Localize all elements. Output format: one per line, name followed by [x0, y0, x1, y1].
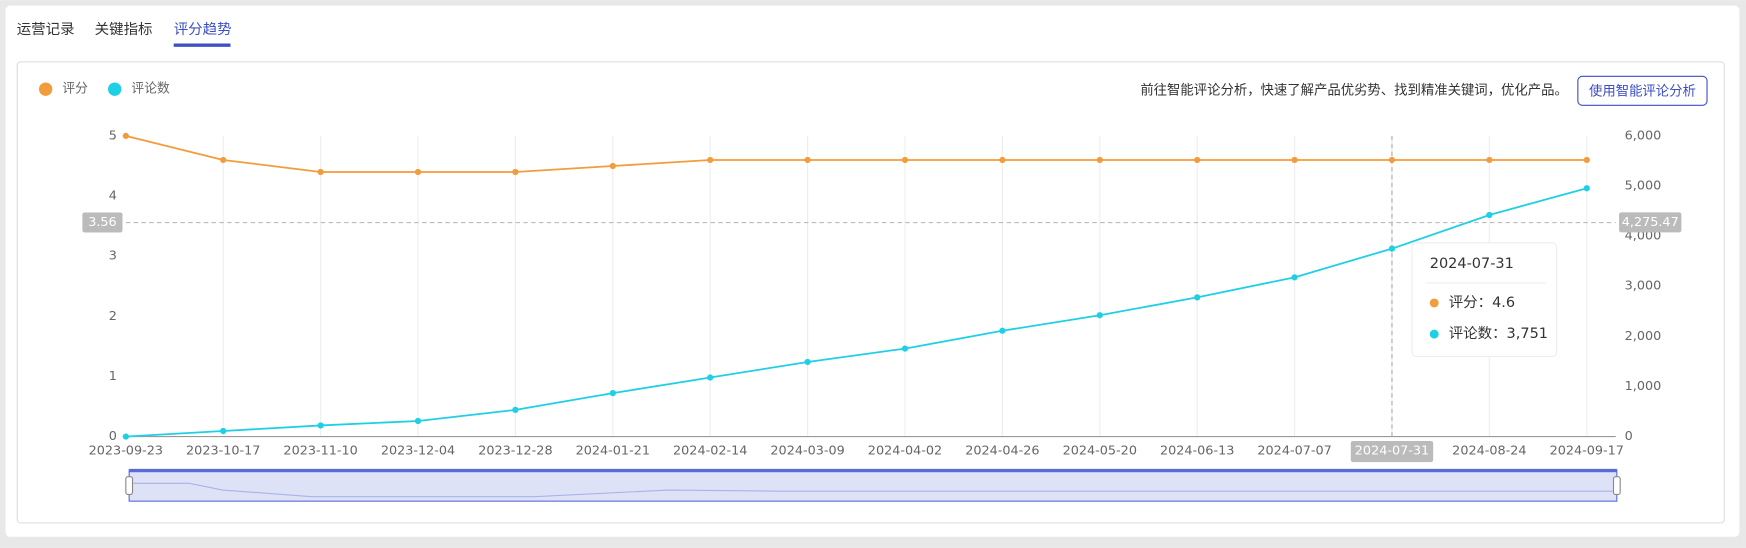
- panel: [5, 5, 1740, 537]
- zoom-handle[interactable]: [125, 476, 134, 496]
- point: [512, 406, 519, 413]
- point: [317, 168, 324, 176]
- x-tick-label: 2024-08-24: [1452, 444, 1526, 459]
- y-tick-label: 3: [109, 249, 117, 264]
- point: [707, 156, 714, 164]
- point: [1096, 156, 1103, 164]
- y2-tick-label: 3,000: [1625, 279, 1662, 294]
- point: [220, 156, 227, 164]
- tooltip-line: 评论数：3,751: [1449, 325, 1548, 342]
- point: [609, 162, 616, 170]
- point: [901, 156, 909, 164]
- pointer-y-label: 3.56: [88, 215, 117, 230]
- x-tick-label: 2024-09-17: [1550, 444, 1624, 459]
- card: [16, 61, 1725, 524]
- point: [1194, 294, 1201, 301]
- point: [1388, 156, 1396, 164]
- tooltip-swatch: [1429, 298, 1439, 308]
- zoom-bar: [129, 468, 1617, 473]
- legend-swatch: [108, 82, 122, 96]
- x-tick-label: 2023-09-23: [89, 444, 163, 459]
- pointer-y-label-bg: [82, 212, 123, 233]
- x-tick-label: 2023-12-28: [478, 444, 552, 459]
- tooltip-box: [1411, 242, 1558, 357]
- y-tick-label: 0: [109, 429, 117, 444]
- point: [1291, 156, 1298, 164]
- point: [999, 327, 1006, 334]
- y-tick-label: 2: [109, 309, 117, 324]
- analysis-button-label[interactable]: 使用智能评论分析: [1589, 82, 1696, 99]
- point: [220, 427, 227, 435]
- tooltip: 2024-07-31 评分：4.6 评论数：3,751: [1411, 242, 1558, 357]
- y2-tick-label: 4,000: [1625, 229, 1662, 244]
- point: [1096, 312, 1103, 319]
- x-tick-label: 2024-06-13: [1160, 444, 1234, 459]
- x-tick-label: 2024-04-02: [868, 444, 942, 459]
- x-tick-label: 2024-05-20: [1063, 444, 1137, 459]
- x-tick-label: 2024-07-31: [1355, 444, 1429, 459]
- y2-tick-label: 1,000: [1625, 379, 1662, 394]
- pointer-x-label-bg: [1350, 441, 1434, 463]
- x-tick-label: 2024-01-21: [576, 444, 650, 459]
- point: [1486, 211, 1493, 219]
- legend-label: 评论数: [131, 82, 170, 97]
- y-tick-label: 5: [109, 128, 117, 143]
- point: [999, 156, 1006, 164]
- point: [804, 358, 811, 366]
- legend-swatch: [38, 82, 53, 96]
- y2-tick-label: 0: [1625, 429, 1633, 444]
- y2-tick-label: 2,000: [1625, 329, 1662, 344]
- x-tick-label: 2023-10-17: [186, 444, 260, 459]
- x-tick-label: 2023-12-04: [381, 444, 455, 459]
- x-tick-label: 2024-02-14: [673, 444, 747, 459]
- series-line: [125, 187, 1588, 438]
- x-tick-label: 2024-04-26: [965, 444, 1039, 459]
- x-tick-label: 2024-07-07: [1257, 444, 1331, 459]
- tooltip-title: 2024-07-31: [1430, 256, 1514, 272]
- y-tick-label: 4: [109, 189, 117, 204]
- x-tick-label: 2023-11-10: [283, 444, 357, 459]
- x-tick-label: 2024-03-09: [770, 444, 844, 459]
- tooltip-swatch: [1429, 329, 1439, 339]
- series-line: [125, 135, 1587, 173]
- legend-label: 评分: [62, 82, 88, 97]
- point: [707, 374, 714, 381]
- point: [1583, 185, 1590, 192]
- notice: 前往智能评论分析，快速了解产品优劣势、找到精准关键词，优化产品。: [1140, 81, 1567, 98]
- point: [414, 168, 422, 176]
- tab[interactable]: 关键指标: [95, 21, 153, 38]
- tab-active[interactable]: 评分趋势: [174, 21, 232, 38]
- point: [512, 168, 519, 176]
- pointer-y2-label-bg: [1619, 212, 1682, 233]
- analysis-button[interactable]: [1577, 75, 1708, 106]
- point: [901, 345, 909, 352]
- y2-tick-label: 6,000: [1625, 128, 1662, 143]
- y-tick-label: 1: [109, 369, 117, 384]
- point: [1583, 156, 1590, 164]
- point: [414, 417, 422, 425]
- tab-underline: [173, 43, 231, 47]
- point: [1486, 156, 1493, 164]
- point: [1291, 274, 1298, 281]
- zoom-handle[interactable]: [1612, 476, 1621, 496]
- tab[interactable]: 运营记录: [17, 21, 75, 38]
- point: [804, 156, 811, 164]
- pointer-y2-label: 4,275.47: [1622, 215, 1679, 230]
- point: [609, 390, 616, 397]
- tooltip-line: 评分：4.6: [1449, 294, 1515, 311]
- point: [122, 132, 129, 140]
- point: [1388, 245, 1396, 252]
- point: [317, 422, 324, 429]
- y2-tick-label: 5,000: [1625, 179, 1662, 194]
- zoom-preview: [129, 482, 1617, 498]
- point: [1194, 156, 1201, 164]
- point: [122, 433, 129, 440]
